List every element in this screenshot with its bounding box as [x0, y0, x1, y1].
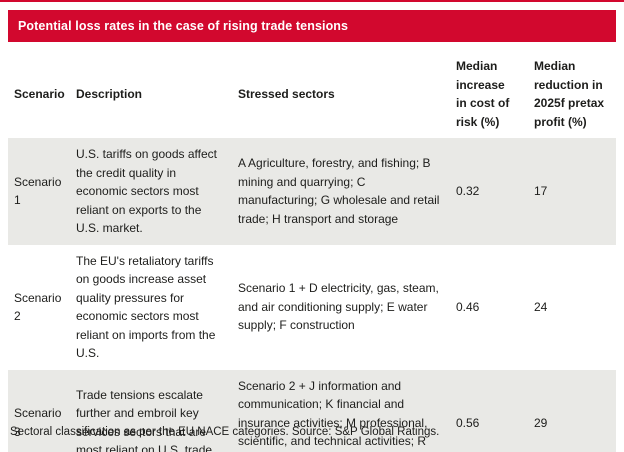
cell-cost-of-risk: 0.46	[456, 299, 480, 314]
data-table: Scenario Description Stressed sectors Me…	[8, 50, 616, 452]
table-header-row: Scenario Description Stressed sectors Me…	[8, 50, 616, 138]
table-row-scenario-3: Scenario 3 Trade tensions escalate furth…	[8, 369, 616, 452]
cell-cost-of-risk: 0.32	[456, 184, 480, 198]
exhibit-title-bar: Potential loss rates in the case of risi…	[8, 10, 616, 42]
column-header-pretax-profit: Median reduction in 2025f pretax profit …	[534, 59, 605, 129]
cell-scenario: Scenario 1	[14, 174, 62, 208]
cell-scenario: Scenario 2	[14, 290, 62, 324]
cell-stressed-sectors: Scenario 1 + D electricity, gas, steam, …	[238, 281, 439, 333]
exhibit-title: Potential loss rates in the case of risi…	[18, 19, 349, 33]
cell-pretax-profit: 29	[534, 415, 548, 430]
cell-stressed-sectors: A Agriculture, forestry, and fishing; B …	[238, 156, 440, 226]
cell-description: Trade tensions escalate further and embr…	[76, 387, 216, 452]
source-footnote: Sectoral classification as per the EU NA…	[10, 426, 440, 438]
cell-stressed-sectors: Scenario 2 + J information and communica…	[238, 378, 428, 449]
cell-cost-of-risk: 0.56	[456, 415, 480, 430]
cell-description: The EU's retaliatory tariffs on goods in…	[76, 253, 216, 361]
column-header-scenario: Scenario	[14, 86, 65, 101]
column-header-stressed-sectors: Stressed sectors	[238, 86, 335, 101]
table-row-scenario-2: Scenario 2 The EU's retaliatory tariffs …	[8, 244, 616, 370]
cell-scenario: Scenario 3	[14, 406, 62, 439]
top-accent-rule	[0, 0, 624, 2]
column-header-cost-of-risk: Median increase in cost of risk (%)	[456, 59, 510, 129]
cell-pretax-profit: 24	[534, 299, 548, 314]
column-header-description: Description	[76, 86, 143, 101]
table-row-scenario-1: Scenario 1 U.S. tariffs on goods affect …	[8, 138, 616, 245]
cell-pretax-profit: 17	[534, 184, 548, 198]
cell-description: U.S. tariffs on goods affect the credit …	[76, 147, 217, 235]
